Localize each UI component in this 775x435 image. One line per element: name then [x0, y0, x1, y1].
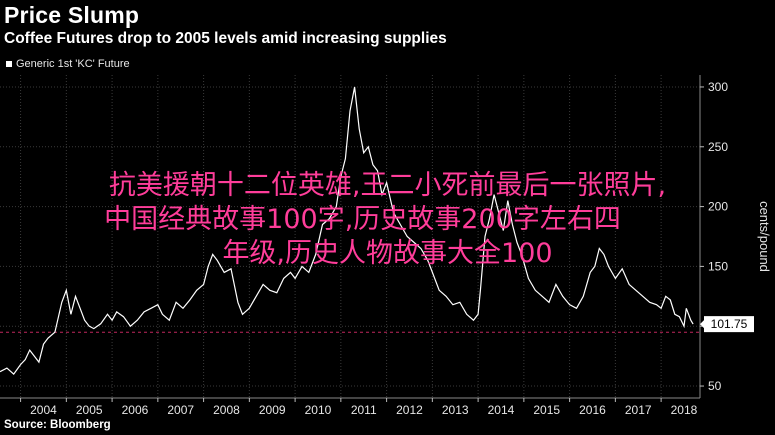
overlay-text-line-2: 中国经典故事100字,历史故事200字左右四: [104, 204, 621, 235]
last-value-pointer: [700, 319, 705, 330]
axes: [0, 75, 701, 399]
y-tick-label: 250: [708, 140, 728, 154]
x-tick-label: 2013: [442, 403, 469, 417]
x-tick-label: 2010: [305, 403, 332, 417]
x-tick-label: 2014: [488, 403, 515, 417]
chart-subtitle: Coffee Futures drop to 2005 levels amid …: [4, 30, 447, 47]
legend-label: Generic 1st 'KC' Future: [16, 58, 130, 70]
y-tick-label: 300: [708, 80, 728, 94]
gridlines: [0, 75, 700, 398]
chart-title: Price Slump: [4, 2, 140, 28]
x-tick-label: 2016: [579, 403, 606, 417]
overlay-text-line-1: 抗美援朝十二位英雄,王二小死前最后一张照片,: [108, 170, 667, 201]
source-note: Source: Bloomberg: [4, 419, 111, 431]
y-tick-label: 200: [708, 200, 728, 214]
last-value-box: [704, 316, 754, 333]
x-tick-label: 2012: [396, 403, 423, 417]
x-tick-label: 2008: [213, 403, 240, 417]
x-tick-label: 2011: [351, 403, 377, 417]
last-value-text: 101.75: [711, 317, 748, 331]
legend: Generic 1st 'KC' Future: [6, 58, 130, 70]
y-tick-labels: 50100150200250300: [700, 80, 728, 393]
last-value-label: 101.75: [700, 316, 754, 333]
legend-swatch: [6, 61, 12, 67]
y-tick-label: 50: [708, 379, 722, 393]
y-axis-label: cents/pound: [757, 201, 772, 272]
x-tick-label: 2017: [625, 403, 652, 417]
x-tick-label: 2007: [167, 403, 194, 417]
series-line-generic-kc-future: [0, 86, 694, 375]
y-tick-label: 150: [708, 259, 728, 273]
x-tick-label: 2015: [533, 403, 560, 417]
x-tick-labels: 2004 2005 2006 2007 2008 2009 2010 2011 2012 2013…: [20, 398, 698, 417]
x-tick-label: 2006: [122, 403, 149, 417]
x-tick-label: 2005: [76, 403, 103, 417]
x-tick-label: 2004: [30, 403, 57, 417]
overlay-text-line-3: 年级,历史人物故事大全100: [222, 238, 553, 269]
x-tick-label: 2009: [259, 403, 286, 417]
x-tick-label: 2018: [671, 403, 698, 417]
